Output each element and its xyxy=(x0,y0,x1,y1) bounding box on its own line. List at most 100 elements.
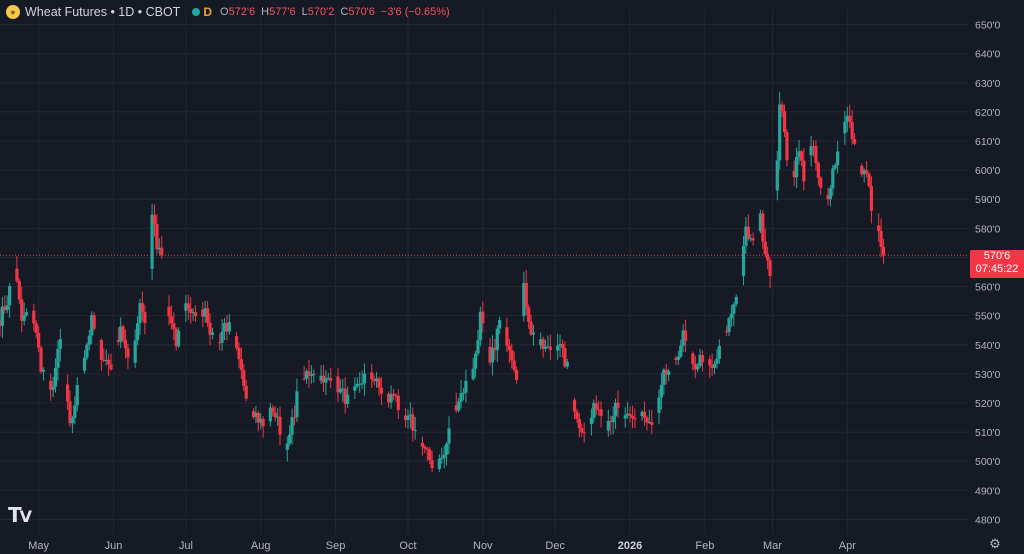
candle-body xyxy=(442,454,446,458)
candle-body xyxy=(157,247,161,250)
candle-body xyxy=(90,315,94,336)
candle-body xyxy=(5,305,9,311)
candle-body xyxy=(541,339,545,349)
candlestick-series xyxy=(0,92,886,473)
candle-body xyxy=(355,383,359,387)
candle-body xyxy=(785,132,789,161)
candle-body xyxy=(302,378,306,380)
candle-body xyxy=(119,326,123,342)
candle-body xyxy=(659,384,664,398)
candle-body xyxy=(543,346,548,349)
candle-body xyxy=(312,373,316,376)
candle-body xyxy=(304,371,309,379)
candle-body xyxy=(32,310,36,324)
candle-body xyxy=(65,384,70,402)
price-tick-label: 520'0 xyxy=(975,398,1001,410)
candle-body xyxy=(732,304,736,314)
candle-body xyxy=(423,446,427,449)
candle-body xyxy=(210,332,215,335)
candle-body xyxy=(220,331,224,343)
candle-body xyxy=(727,318,731,333)
candle-body xyxy=(326,377,330,379)
candle-body xyxy=(346,394,350,404)
tradingview-logo-icon[interactable]: TV xyxy=(8,503,32,527)
price-tick-label: 590'0 xyxy=(975,194,1001,206)
candle-body xyxy=(529,321,533,335)
candle-body xyxy=(242,370,246,386)
candle-body xyxy=(710,365,714,368)
candle-body xyxy=(725,331,729,333)
candle-body xyxy=(244,385,248,399)
candle-body xyxy=(775,160,779,191)
candle-body xyxy=(87,335,91,345)
candle-body xyxy=(613,402,618,417)
candle-body xyxy=(597,409,601,411)
candle-body xyxy=(464,380,468,393)
candle-body xyxy=(254,412,258,418)
symbol-title[interactable]: Wheat Futures • 1D • CBOT xyxy=(25,5,181,19)
candle-body xyxy=(53,367,58,387)
candle-body xyxy=(121,326,125,340)
candle-body xyxy=(403,415,408,420)
candle-body xyxy=(589,417,594,425)
price-tick-label: 630'0 xyxy=(975,78,1001,90)
candle-body xyxy=(768,260,772,277)
candle-body xyxy=(341,388,345,390)
grid-lines xyxy=(0,10,968,534)
candle-body xyxy=(826,194,830,200)
candle-body xyxy=(99,340,103,360)
candle-body xyxy=(524,282,528,308)
settings-gear-icon[interactable]: ⚙ xyxy=(989,536,1001,551)
candle-body xyxy=(780,104,784,112)
candle-body xyxy=(15,268,19,281)
time-tick-label: May xyxy=(28,540,49,552)
candle-body xyxy=(109,364,113,370)
candle-body xyxy=(778,104,782,161)
candle-body xyxy=(683,330,688,342)
candle-body xyxy=(715,358,719,364)
price-tick-label: 650'0 xyxy=(975,20,1001,32)
candle-body xyxy=(420,442,425,447)
time-axis[interactable]: May Jun Jul Aug Sep Oct Nov Dec 2026 Feb Mar Apr xyxy=(28,540,856,552)
time-tick-label: Aug xyxy=(251,540,271,552)
candle-body xyxy=(324,378,328,383)
candle-body xyxy=(34,323,38,334)
candle-body xyxy=(546,346,550,348)
candle-body xyxy=(174,328,178,347)
candle-body xyxy=(0,306,5,326)
candle-body xyxy=(457,401,461,411)
market-status-icon xyxy=(192,8,201,16)
candle-body xyxy=(473,353,478,369)
candle-body xyxy=(633,418,637,420)
candle-body xyxy=(208,322,212,335)
candle-body xyxy=(819,177,823,188)
time-tick-label: Apr xyxy=(839,540,856,552)
candle-body xyxy=(428,449,432,461)
candle-body xyxy=(616,402,620,408)
candle-body xyxy=(744,226,748,246)
candle-body xyxy=(358,383,362,385)
bar-countdown: 07:45:22 xyxy=(975,263,1019,275)
time-tick-label: Jul xyxy=(179,540,193,552)
close-key: C xyxy=(340,6,349,18)
candle-body xyxy=(877,225,881,231)
candle-body xyxy=(493,347,497,351)
candle-body xyxy=(514,369,519,380)
candle-body xyxy=(411,414,415,431)
candle-body xyxy=(49,380,53,390)
price-tick-label: 490'0 xyxy=(975,485,1001,497)
price-tick-label: 540'0 xyxy=(975,340,1001,352)
candle-body xyxy=(3,306,7,311)
candle-body xyxy=(172,323,176,329)
candle-body xyxy=(389,393,393,403)
candle-body xyxy=(234,336,239,348)
candle-body xyxy=(271,407,275,413)
candle-body xyxy=(577,418,581,429)
candle-body xyxy=(698,354,702,367)
price-tick-label: 610'0 xyxy=(975,136,1001,148)
candle-body xyxy=(606,420,610,431)
candle-body xyxy=(691,353,695,364)
candle-body xyxy=(135,323,140,341)
high-value: 577'6 xyxy=(269,6,296,18)
